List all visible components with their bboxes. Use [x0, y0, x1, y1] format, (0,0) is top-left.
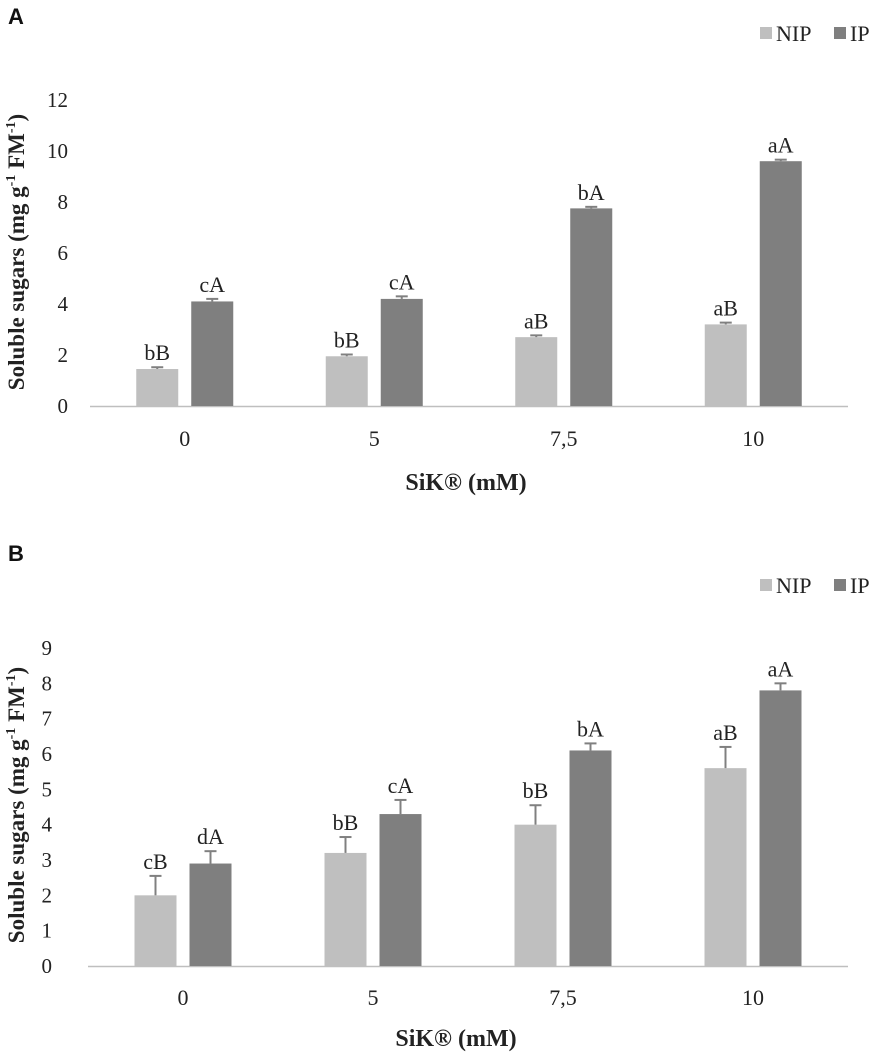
legend-nip-swatch [760, 27, 772, 39]
significance-label: aA [768, 133, 794, 158]
legend-ip-label: IP [850, 573, 870, 598]
panel-b-legend: NIP IP [760, 573, 870, 598]
significance-label: aB [713, 720, 737, 745]
y-tick-label: 1 [42, 919, 53, 943]
significance-label: bA [578, 180, 605, 205]
y-tick-label: 6 [58, 241, 69, 265]
x-tick-label: 7,5 [550, 426, 578, 451]
bar-ip [759, 690, 802, 966]
significance-label: aB [524, 308, 548, 333]
panel-a-letter: A [8, 4, 24, 29]
y-tick-label: 0 [42, 954, 53, 978]
panel-b: B NIP IP Soluble sugars (mg g-1 FM-1) Si… [4, 541, 870, 1052]
significance-label: bA [577, 716, 604, 741]
y-tick-label: 4 [58, 292, 69, 316]
bar-nip [704, 768, 747, 966]
bar-ip [380, 298, 423, 406]
panel-a: A NIP IP Soluble sugars (mg g-1 FM-1) Si… [4, 4, 870, 496]
legend-ip-label: IP [850, 21, 870, 46]
significance-label: cA [388, 773, 414, 798]
panel-a-plot: 0 2 4 6 8 10 12 0 bB cA 5 bB cA 7,5 aB bA 10 aB aA [47, 88, 848, 451]
legend-nip-label: NIP [776, 573, 811, 598]
panel-b-y-axis-title: Soluble sugars (mg g-1 FM-1) [4, 667, 29, 943]
y-tick-label: 2 [42, 883, 53, 907]
significance-label: bB [333, 810, 359, 835]
significance-label: cA [389, 269, 415, 294]
bar-ip [570, 208, 613, 406]
legend-ip-swatch [834, 579, 846, 591]
panel-a-y-axis-title: Soluble sugars (mg g-1 FM-1) [4, 114, 29, 390]
bar-nip [704, 324, 747, 406]
x-tick-label: 0 [179, 426, 190, 451]
significance-label: cB [143, 849, 167, 874]
y-tick-label: 3 [42, 848, 53, 872]
x-tick-label: 10 [742, 426, 764, 451]
bar-nip [515, 337, 558, 406]
bar-nip [136, 369, 179, 406]
y-tick-label: 4 [42, 813, 53, 837]
panel-b-x-axis-title: SiK® (mM) [395, 1026, 516, 1052]
x-tick-label: 5 [369, 426, 380, 451]
significance-label: aB [714, 296, 738, 321]
bar-ip [379, 814, 422, 966]
x-tick-label: 5 [368, 985, 379, 1010]
significance-label: aA [768, 656, 794, 681]
y-tick-label: 5 [42, 777, 53, 801]
significance-label: dA [197, 824, 224, 849]
y-tick-label: 10 [47, 139, 68, 163]
panel-a-x-axis-title: SiK® (mM) [405, 470, 526, 496]
y-tick-label: 8 [58, 190, 69, 214]
significance-label: bB [334, 327, 360, 352]
legend-nip-label: NIP [776, 21, 811, 46]
y-tick-label: 9 [42, 636, 53, 660]
y-tick-label: 12 [47, 88, 68, 112]
bar-nip [134, 895, 177, 966]
y-tick-label: 2 [58, 343, 69, 367]
bar-ip [189, 863, 232, 966]
y-tick-label: 0 [58, 394, 69, 418]
x-tick-label: 10 [742, 985, 764, 1010]
legend-ip-swatch [834, 27, 846, 39]
panel-a-legend: NIP IP [760, 21, 870, 46]
panel-b-plot: 0 1 2 3 4 5 6 7 8 9 0 cB dA 5 bB cA 7,5 bB bA 10 aB aA [42, 636, 848, 1010]
bar-nip [325, 356, 368, 406]
y-tick-label: 6 [42, 742, 53, 766]
y-tick-label: 8 [42, 671, 53, 695]
significance-label: cA [199, 272, 225, 297]
bar-ip [569, 750, 612, 966]
bar-nip [324, 852, 367, 966]
legend-nip-swatch [760, 579, 772, 591]
bar-ip [191, 301, 234, 406]
x-tick-label: 7,5 [549, 985, 577, 1010]
significance-label: bB [523, 778, 549, 803]
panel-b-letter: B [8, 541, 24, 566]
y-tick-label: 7 [42, 707, 53, 731]
bar-ip [759, 161, 802, 406]
x-tick-label: 0 [178, 985, 189, 1010]
significance-label: bB [144, 340, 170, 365]
bar-nip [514, 824, 557, 966]
